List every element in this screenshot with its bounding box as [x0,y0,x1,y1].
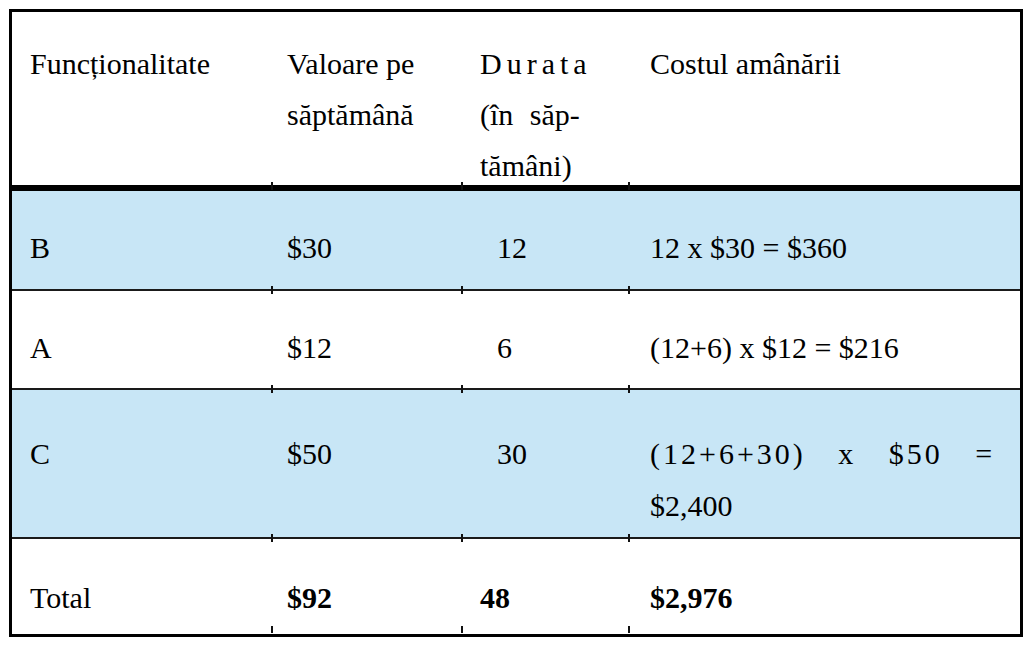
column-tick [271,626,273,633]
column-tick [461,385,463,393]
cell-c-cost-line-2: $2,400 [650,480,1020,532]
table-row-a: A $12 6 (12+6) x $12 = $216 [12,291,1020,388]
cell-c-cost-line-1: (12+6+30) x $50 = [650,428,1020,480]
column-tick [461,626,463,633]
cell-total-duration: 48 [463,572,630,624]
cell-c-cost: (12+6+30) x $50 = $2,400 [630,428,1020,532]
header-duration-line-3: tămâni) [480,140,630,191]
header-value-line-2: săptămână [287,89,463,140]
cell-c-feature: C [12,428,273,480]
column-tick [628,385,630,393]
table-row-b: B $30 12 12 x $30 = $360 [12,191,1020,289]
cell-total-label: Total [12,572,273,624]
cell-b-duration: 12 [463,222,630,274]
cell-total-value: $92 [273,572,463,624]
header-duration-line-2: (în săp- [480,89,630,140]
cell-a-cost: (12+6) x $12 = $216 [630,322,1020,374]
header-duration-line-1: Durata [480,38,630,89]
cell-b-value: $30 [273,222,463,274]
column-tick [271,182,273,190]
column-tick [271,286,273,294]
header-divider-rule [12,185,1020,191]
cell-b-cost: 12 x $30 = $360 [630,222,1020,274]
header-value-per-week: Valoare pe săptămână [273,38,463,191]
row-separator [12,289,1020,291]
column-tick [628,182,630,190]
table-header-row: Funcționalitate Valoare pe săptămână Dur… [12,12,1020,185]
cell-c-value: $50 [273,428,463,480]
cell-a-duration: 6 [463,322,630,374]
cost-of-delay-table: Funcționalitate Valoare pe săptămână Dur… [9,9,1023,637]
column-tick [461,286,463,294]
cell-a-value: $12 [273,322,463,374]
column-tick [628,286,630,294]
header-functionality: Funcționalitate [12,38,273,191]
column-tick [271,534,273,542]
table-row-total: Total $92 48 $2,976 [12,539,1020,634]
column-tick [628,534,630,542]
cell-a-feature: A [12,322,273,374]
header-value-line-1: Valoare pe [287,38,463,89]
row-separator [12,537,1020,539]
header-cost-of-delay: Costul amânării [630,38,1020,191]
table-row-c: C $50 30 (12+6+30) x $50 = $2,400 [12,390,1020,537]
header-cost-line: Costul amânării [650,38,1020,89]
column-tick [461,182,463,190]
header-duration: Durata (în săp- tămâni) [463,38,630,191]
cell-total-cost: $2,976 [630,572,1020,624]
row-separator [12,388,1020,390]
column-tick [628,626,630,633]
cell-c-duration: 30 [463,428,630,480]
column-tick [271,385,273,393]
column-tick [461,534,463,542]
header-functionality-line: Funcționalitate [30,38,273,89]
cell-b-feature: B [12,222,273,274]
